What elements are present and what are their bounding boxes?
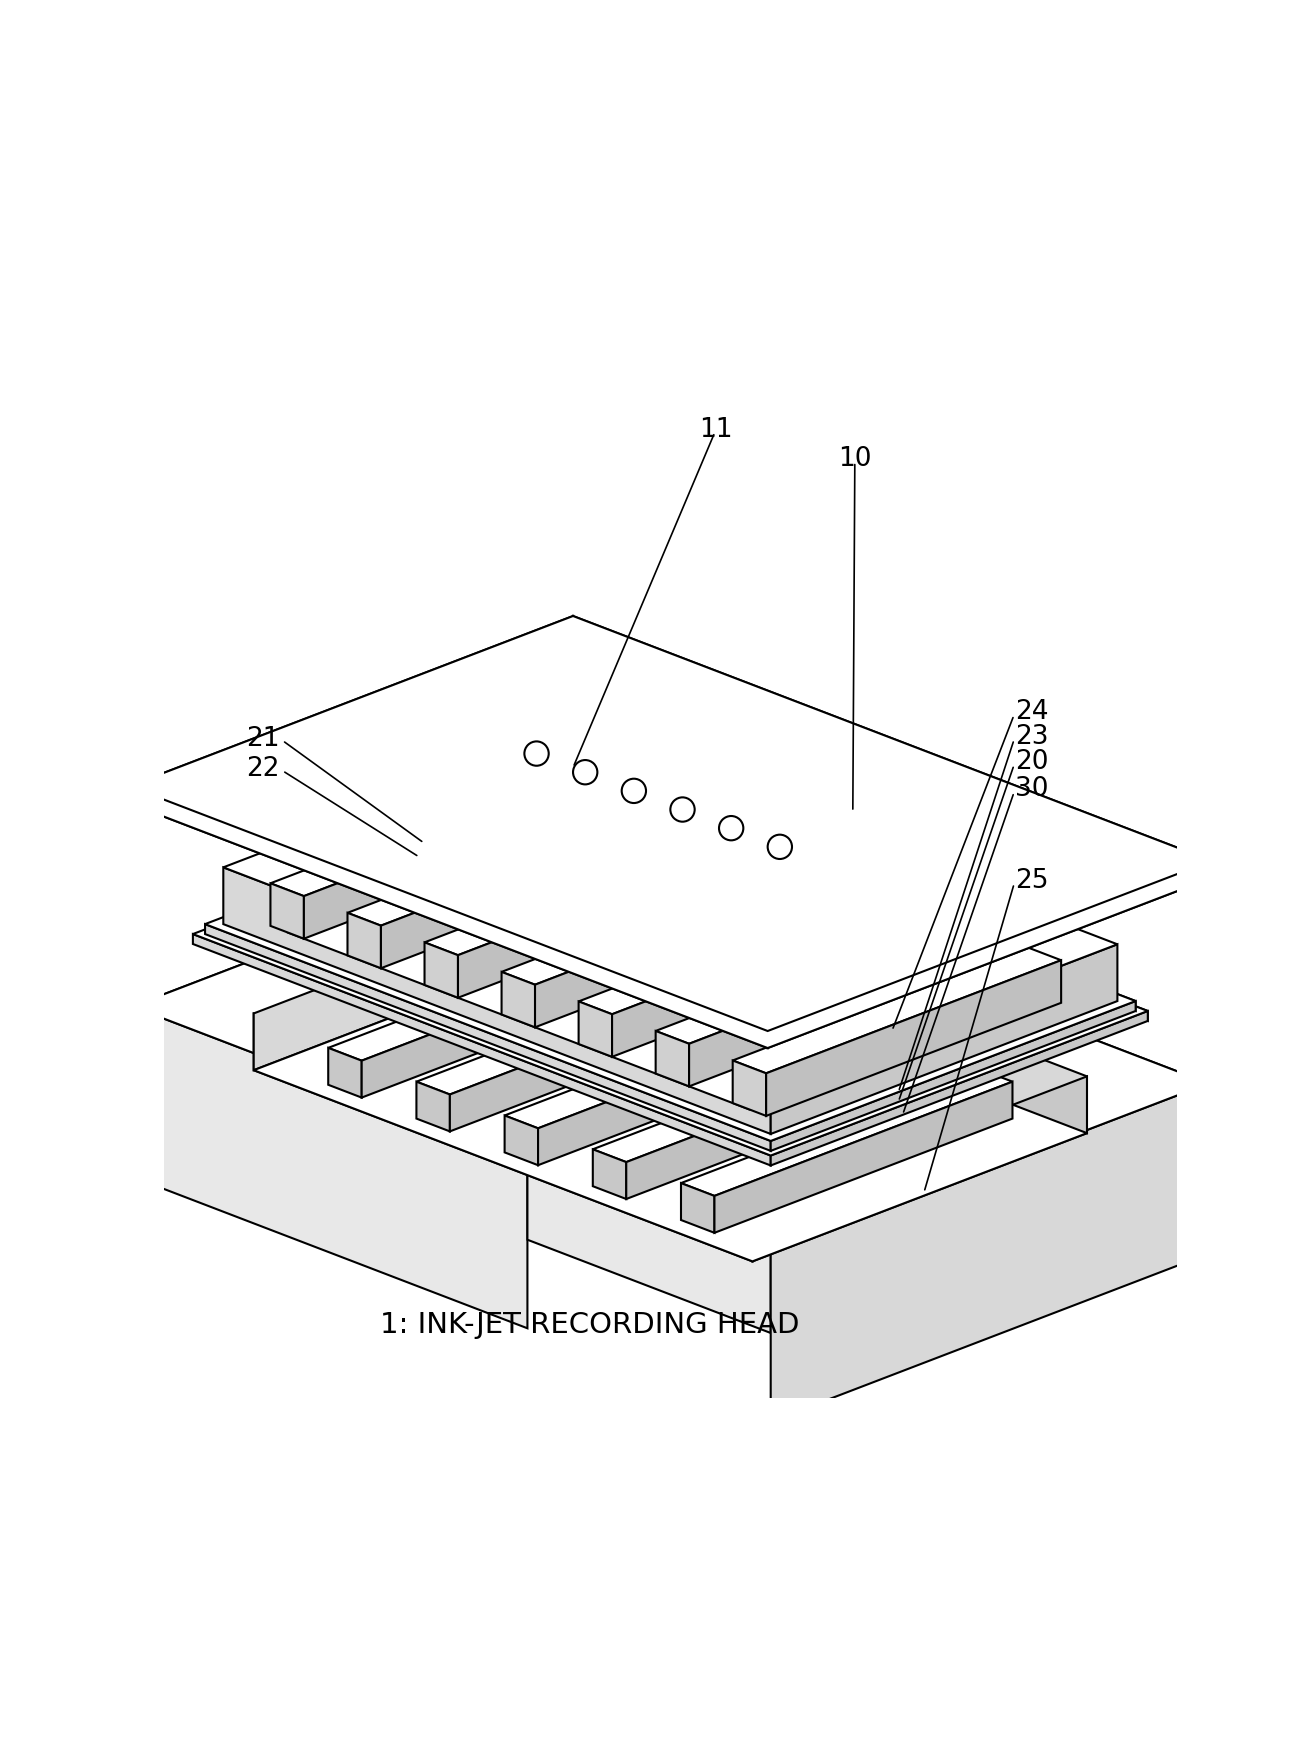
Text: 10: 10 (838, 446, 871, 473)
Polygon shape (770, 1000, 1135, 1150)
Polygon shape (732, 947, 1061, 1073)
Text: 22: 22 (247, 757, 280, 781)
Circle shape (525, 741, 549, 766)
Text: 11: 11 (700, 416, 732, 443)
Polygon shape (254, 886, 589, 1071)
Polygon shape (612, 901, 906, 1057)
Polygon shape (303, 783, 599, 938)
Polygon shape (192, 935, 770, 1166)
Polygon shape (501, 972, 535, 1027)
Polygon shape (381, 813, 676, 968)
Polygon shape (768, 861, 1211, 1048)
Polygon shape (538, 1014, 836, 1166)
Text: 24: 24 (1015, 699, 1049, 725)
Polygon shape (732, 1060, 766, 1117)
Polygon shape (593, 1035, 925, 1162)
Polygon shape (770, 1011, 1148, 1166)
Text: 20: 20 (1015, 750, 1049, 774)
Text: 30: 30 (1015, 776, 1049, 803)
Polygon shape (271, 771, 599, 896)
Polygon shape (192, 790, 1148, 1155)
Polygon shape (501, 859, 831, 984)
Polygon shape (458, 841, 753, 998)
Polygon shape (766, 960, 1061, 1117)
Polygon shape (328, 933, 659, 1060)
Polygon shape (132, 838, 1209, 1251)
Circle shape (719, 817, 743, 840)
Polygon shape (655, 917, 984, 1044)
Polygon shape (425, 829, 753, 954)
Polygon shape (132, 1007, 527, 1328)
Text: 23: 23 (1015, 723, 1049, 750)
Polygon shape (627, 1048, 925, 1200)
Polygon shape (573, 616, 1211, 878)
Polygon shape (655, 1030, 689, 1087)
Polygon shape (593, 1150, 627, 1200)
Polygon shape (752, 1076, 1087, 1261)
Polygon shape (416, 967, 748, 1094)
Text: 1: INK-JET RECORDING HEAD: 1: INK-JET RECORDING HEAD (379, 1311, 799, 1339)
Polygon shape (527, 1157, 770, 1334)
Polygon shape (425, 942, 458, 998)
Circle shape (671, 797, 695, 822)
Polygon shape (681, 1069, 1012, 1196)
Polygon shape (224, 734, 1117, 1078)
Polygon shape (288, 818, 1044, 1110)
Polygon shape (224, 868, 770, 1134)
Polygon shape (570, 790, 1148, 1021)
Polygon shape (132, 838, 570, 1177)
Polygon shape (271, 884, 303, 938)
Polygon shape (348, 912, 381, 968)
Polygon shape (205, 785, 1135, 1141)
Polygon shape (578, 1002, 612, 1057)
Polygon shape (714, 1081, 1012, 1233)
Polygon shape (254, 1014, 752, 1261)
Polygon shape (129, 787, 768, 1048)
Polygon shape (770, 1083, 1209, 1422)
Polygon shape (129, 616, 573, 803)
Polygon shape (570, 785, 1135, 1011)
Polygon shape (505, 1115, 538, 1166)
Polygon shape (578, 889, 906, 1014)
Polygon shape (535, 871, 831, 1027)
Polygon shape (328, 1048, 362, 1097)
Circle shape (768, 834, 793, 859)
Circle shape (573, 760, 598, 785)
Text: 25: 25 (1015, 868, 1049, 894)
Polygon shape (681, 1184, 714, 1233)
Polygon shape (254, 942, 1087, 1261)
Polygon shape (689, 931, 984, 1087)
Polygon shape (348, 799, 676, 926)
Polygon shape (570, 838, 1209, 1254)
Polygon shape (416, 1081, 450, 1131)
Polygon shape (505, 1002, 836, 1129)
Text: 21: 21 (247, 725, 280, 751)
Polygon shape (450, 981, 748, 1131)
Polygon shape (205, 924, 770, 1150)
Polygon shape (362, 947, 659, 1097)
Polygon shape (589, 886, 1087, 1132)
Polygon shape (770, 944, 1117, 1134)
Polygon shape (129, 633, 1211, 1048)
Polygon shape (129, 616, 1211, 1030)
Circle shape (621, 778, 646, 803)
